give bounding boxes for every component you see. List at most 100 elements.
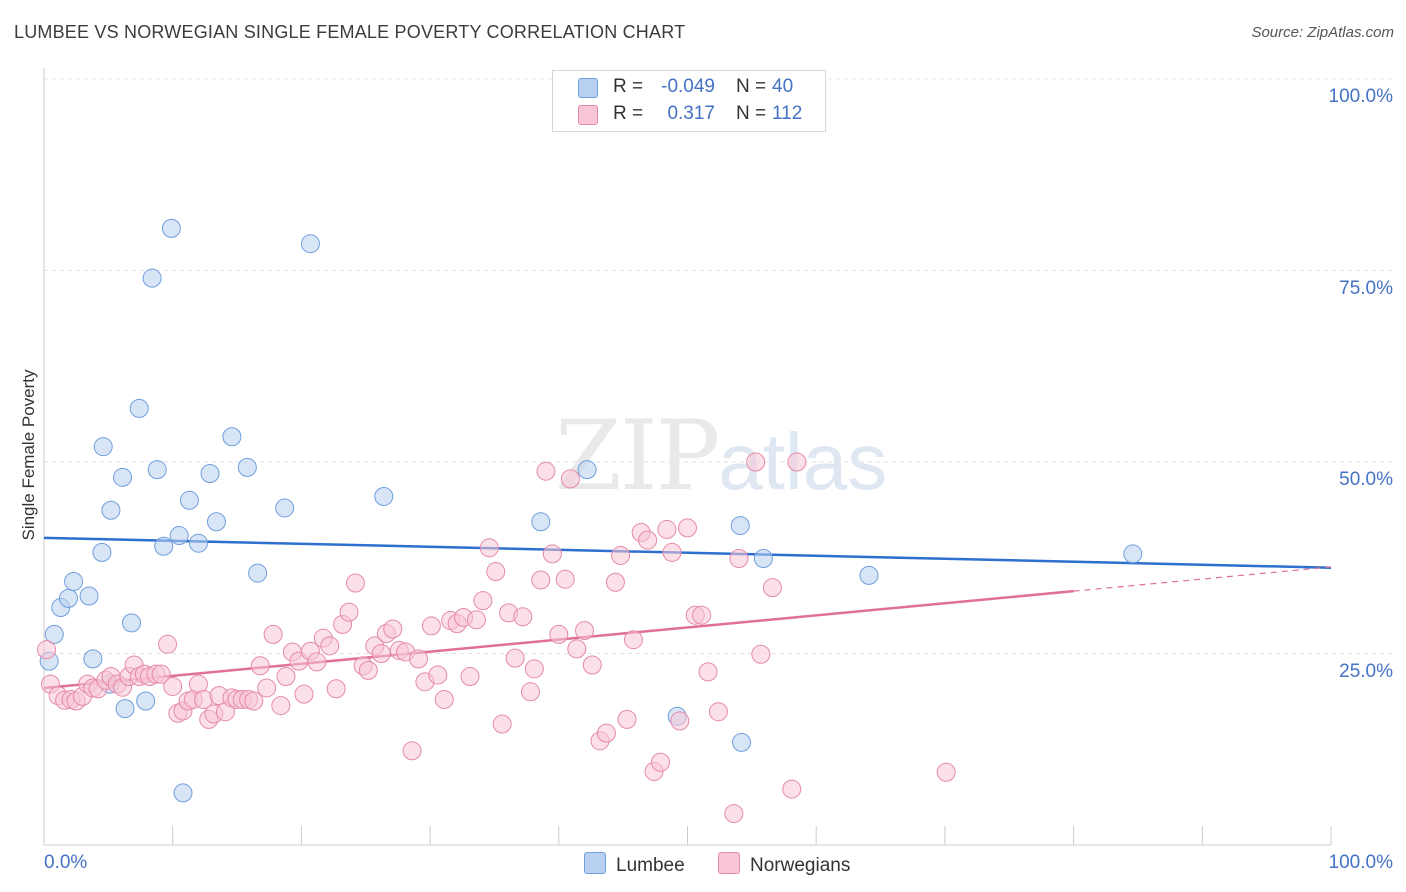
- legend-row-norwegians: R = 0.317 N = 112: [553, 101, 825, 127]
- lumbee-point: [248, 563, 268, 583]
- norwegian-point: [250, 656, 270, 676]
- lumbee-point: [154, 536, 174, 556]
- norwegian-point: [692, 605, 712, 625]
- norwegian-point: [158, 634, 178, 654]
- norwegian-point: [575, 621, 595, 641]
- lumbee-point: [200, 463, 220, 483]
- norwegian-point: [670, 711, 690, 731]
- r-label: R =: [613, 103, 644, 124]
- lumbee-point: [161, 218, 181, 238]
- norwegian-point: [662, 542, 682, 562]
- norwegian-point: [751, 644, 771, 664]
- lumbee-point: [179, 490, 199, 510]
- norwegian-trend-line-extension: [1073, 566, 1332, 592]
- norwegian-point: [486, 562, 506, 582]
- norwegian-point: [555, 569, 575, 589]
- norwegian-point: [473, 591, 493, 611]
- norwegian-point: [582, 655, 602, 675]
- lumbee-point: [222, 427, 242, 447]
- lumbee-point: [101, 500, 121, 520]
- norwegian-point: [698, 662, 718, 682]
- n-value: 40: [772, 76, 794, 97]
- norwegian-point: [409, 649, 429, 669]
- norwegian-point: [505, 648, 525, 668]
- legend-item-lumbee[interactable]: Lumbee: [584, 852, 685, 877]
- norwegian-point: [623, 630, 643, 650]
- norwegian-point: [428, 665, 448, 685]
- norwegian-point: [762, 578, 782, 598]
- correlation-legend: R = -0.049 N = 40 R = 0.317 N = 112: [552, 70, 826, 132]
- norwegian-point: [326, 679, 346, 699]
- norwegian-point: [271, 696, 291, 716]
- lumbee-point: [113, 467, 133, 487]
- lumbee-point: [93, 437, 113, 457]
- norwegian-point: [345, 573, 365, 593]
- lumbee-point: [169, 526, 189, 546]
- lumbee-point: [173, 783, 193, 803]
- lumbee-point: [136, 691, 156, 711]
- norwegian-point: [339, 602, 359, 622]
- x-tick-label-min: 0.0%: [44, 852, 88, 873]
- norwegian-point: [371, 644, 391, 663]
- norwegian-point: [678, 518, 697, 538]
- norwegian-point: [536, 461, 556, 481]
- norwegians-swatch: [578, 105, 598, 125]
- norwegian-point: [520, 682, 540, 702]
- r-value: 0.317: [667, 103, 715, 124]
- norwegian-point: [617, 709, 637, 729]
- norwegian-point: [524, 659, 544, 679]
- n-value: 112: [772, 103, 803, 124]
- norwegian-point: [638, 530, 658, 550]
- grid-lines: [44, 78, 1394, 654]
- legend-item-norwegians[interactable]: Norwegians: [718, 852, 850, 877]
- norwegian-point: [513, 607, 533, 627]
- lumbee-point: [531, 512, 551, 532]
- lumbee-point: [577, 460, 597, 480]
- legend-label-lumbee: Lumbee: [616, 855, 685, 876]
- norwegian-point: [466, 610, 486, 630]
- lumbee-trend-line: [43, 536, 1332, 569]
- norwegian-point: [782, 779, 802, 799]
- lumbee-point: [300, 234, 320, 254]
- y-tick-label: 75.0%: [1339, 277, 1393, 299]
- data-points: [37, 218, 1143, 824]
- axes: [43, 68, 1332, 846]
- norwegian-point: [650, 752, 670, 772]
- norwegian-point: [708, 702, 728, 722]
- lumbee-point: [142, 268, 162, 288]
- watermark-zip: ZIP: [555, 400, 720, 512]
- lumbee-point: [58, 588, 78, 608]
- lumbee-point: [374, 486, 394, 506]
- lumbee-point: [206, 512, 226, 532]
- norwegian-point: [37, 640, 57, 660]
- norwegian-point: [936, 762, 956, 782]
- lumbee-point: [92, 542, 112, 562]
- norwegian-point: [560, 469, 580, 489]
- chart-title: LUMBEE VS NORWEGIAN SINGLE FEMALE POVERT…: [14, 22, 686, 42]
- norwegian-point: [163, 676, 183, 696]
- norwegian-point: [567, 639, 587, 659]
- r-label: R =: [613, 76, 644, 97]
- lumbee-point: [732, 732, 752, 752]
- source-credit: Source: ZipAtlas.com: [1251, 24, 1394, 41]
- lumbee-point: [44, 624, 64, 644]
- lumbee-point: [275, 498, 295, 518]
- norwegian-point: [402, 741, 422, 761]
- lumbee-point: [188, 533, 208, 553]
- norwegian-point: [729, 549, 749, 569]
- r-value: -0.049: [661, 76, 715, 97]
- lumbee-point: [859, 565, 879, 585]
- norwegians-swatch: [718, 852, 740, 874]
- watermark: ZIPatlas: [555, 400, 887, 512]
- lumbee-point: [115, 699, 135, 719]
- y-tick-label: 50.0%: [1339, 469, 1393, 490]
- lumbee-point: [122, 613, 142, 633]
- norwegian-point: [434, 689, 454, 709]
- norwegian-point: [320, 636, 340, 656]
- y-tick-label: 25.0%: [1339, 660, 1393, 682]
- norwegian-point: [492, 714, 512, 734]
- x-tick-label-max: 100.0%: [1328, 852, 1393, 873]
- lumbee-point: [79, 586, 99, 606]
- legend-label-norwegians: Norwegians: [750, 855, 851, 876]
